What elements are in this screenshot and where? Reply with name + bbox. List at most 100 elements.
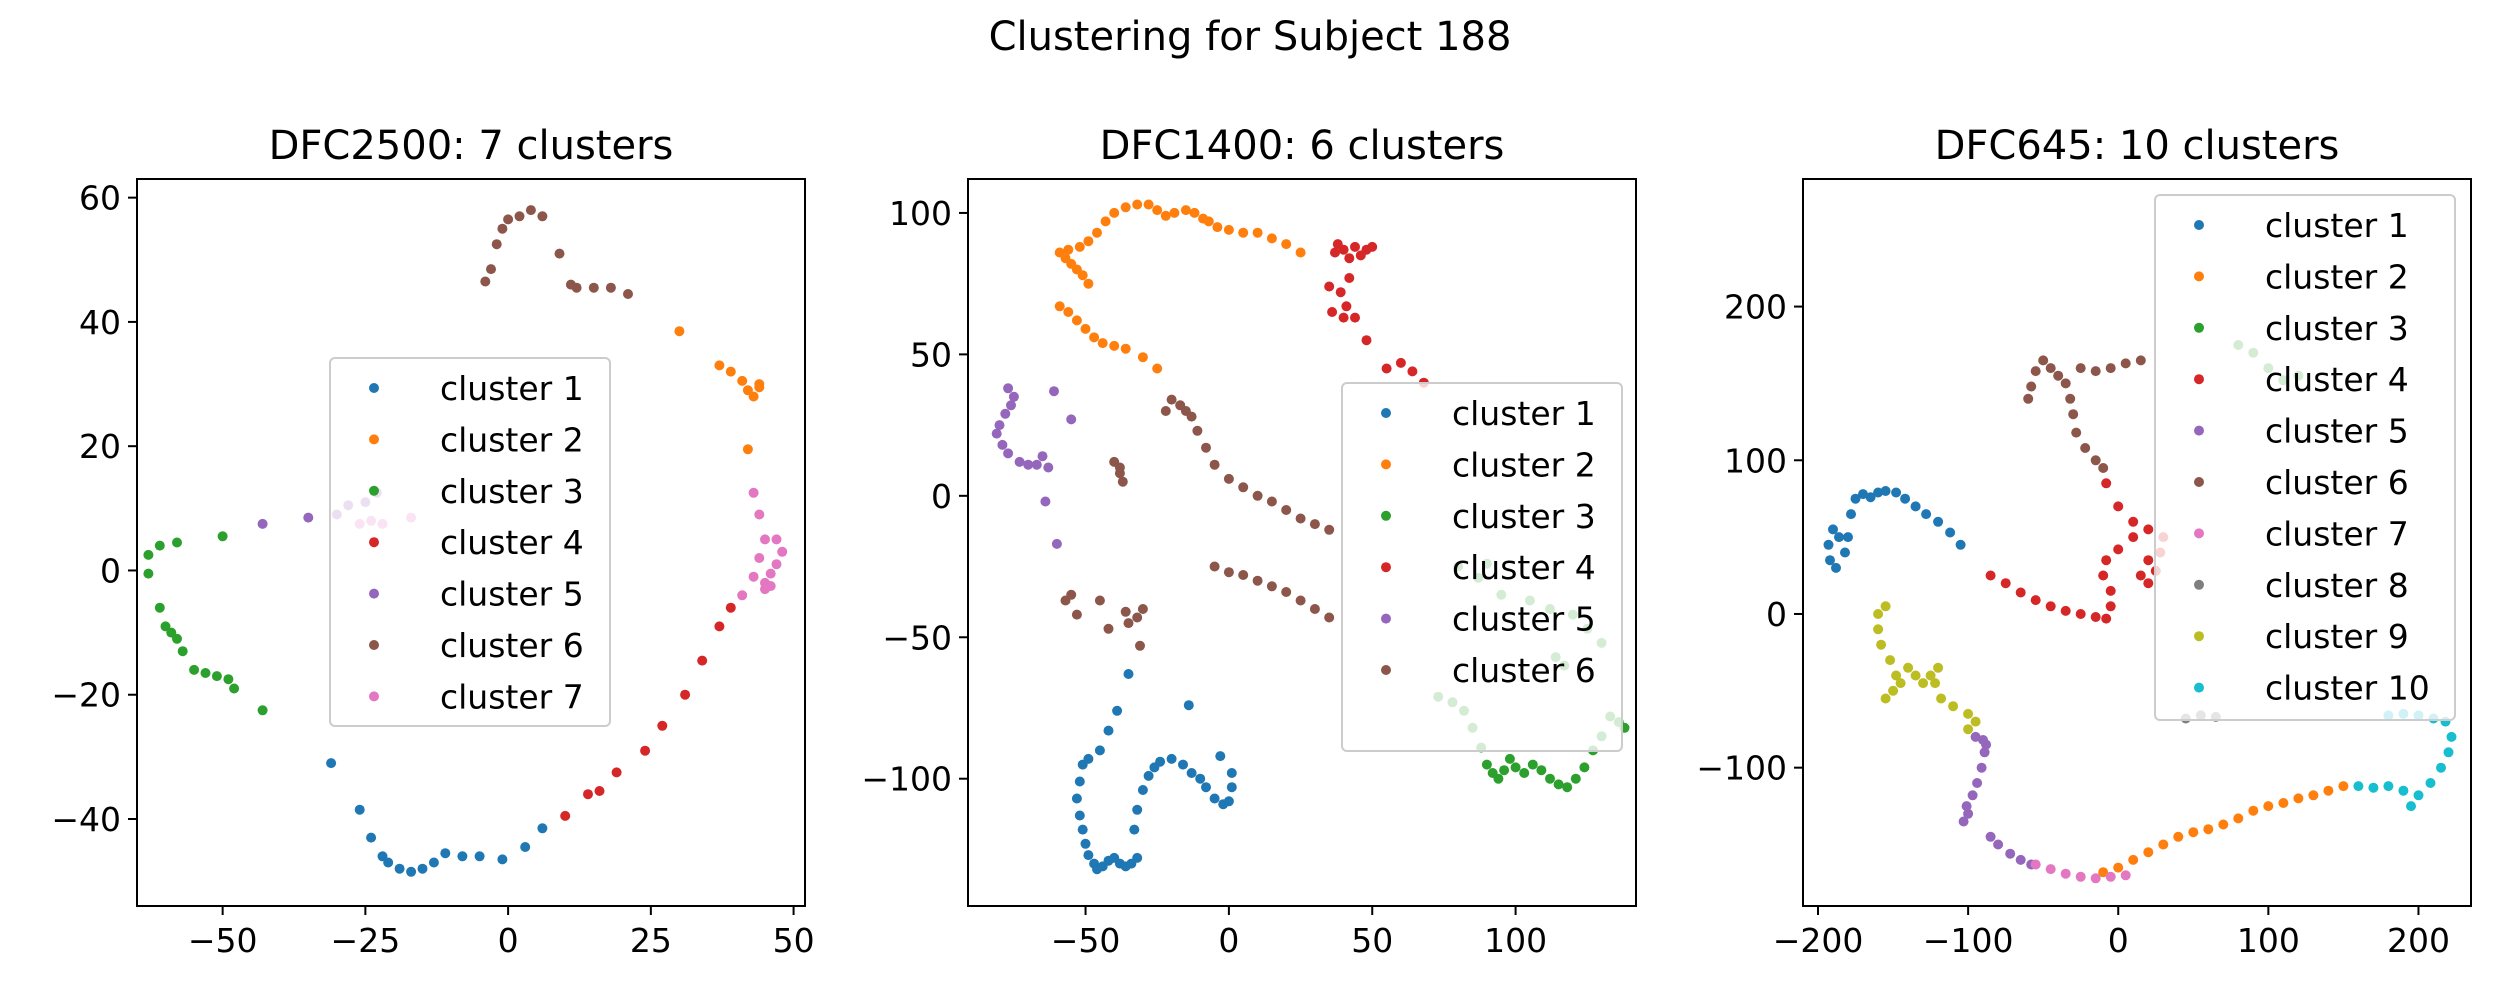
legend-box — [329, 357, 611, 727]
data-point — [354, 804, 365, 815]
data-point — [1071, 315, 1082, 326]
data-point — [1209, 459, 1220, 470]
data-point — [1963, 708, 1974, 719]
data-point — [1825, 555, 1835, 566]
data-point — [1979, 747, 1990, 758]
data-point — [2425, 778, 2436, 788]
data-point — [2030, 859, 2041, 870]
data-point — [2308, 790, 2319, 801]
data-point — [571, 282, 582, 293]
data-point — [303, 512, 314, 523]
series-1 — [1071, 669, 1237, 875]
data-point — [1166, 394, 1177, 405]
data-point — [1967, 790, 1978, 801]
data-point — [1189, 207, 1200, 218]
data-point — [406, 866, 417, 877]
data-point — [1936, 693, 1947, 704]
data-point — [680, 689, 691, 700]
data-point — [1295, 595, 1306, 606]
x-tick-label: −50 — [1051, 921, 1121, 960]
legend-marker — [2194, 477, 2204, 487]
data-point — [1395, 357, 1406, 368]
data-point — [154, 540, 165, 551]
data-point — [2090, 455, 2101, 466]
y-tick-label: 40 — [79, 303, 121, 342]
data-point — [1407, 366, 1418, 377]
data-point — [2068, 409, 2079, 420]
data-point — [588, 282, 599, 293]
data-point — [2045, 864, 2056, 875]
data-point — [560, 810, 571, 821]
x-tick-label: −200 — [1773, 921, 1864, 960]
data-point — [2090, 366, 2101, 377]
data-point — [1895, 678, 1906, 689]
data-point — [2413, 790, 2424, 801]
data-point — [1958, 816, 1969, 827]
data-point — [1192, 425, 1203, 436]
y-tick-label: −100 — [1696, 749, 1787, 788]
data-point — [1252, 575, 1263, 586]
data-point — [2075, 609, 2086, 619]
data-point — [2120, 870, 2131, 881]
data-point — [2000, 578, 2011, 589]
data-point — [1873, 487, 1884, 498]
data-point — [1858, 489, 1868, 500]
data-point — [2101, 613, 2112, 624]
data-point — [2443, 747, 2454, 758]
data-point — [1324, 281, 1335, 292]
data-point — [1080, 838, 1091, 849]
data-point — [714, 360, 725, 371]
data-point — [1910, 501, 1921, 512]
data-point — [1049, 386, 1059, 397]
legend-entry: cluster 3 — [1452, 497, 1596, 536]
data-point — [2353, 781, 2364, 792]
legend-marker — [1381, 613, 1391, 624]
data-point — [1143, 199, 1154, 210]
series-4 — [1985, 478, 2169, 624]
data-point — [2098, 867, 2109, 878]
data-point — [217, 531, 228, 542]
data-point — [1840, 547, 1850, 558]
legend-entry: cluster 9 — [2265, 617, 2409, 656]
data-point — [1120, 202, 1131, 213]
data-point — [1123, 618, 1134, 629]
y-tick-label: 100 — [1724, 441, 1787, 480]
data-point — [1080, 323, 1091, 334]
y-tick-label: 0 — [931, 477, 952, 516]
data-point — [1100, 216, 1111, 227]
x-tick-label: −100 — [1923, 921, 2014, 960]
data-point — [2023, 393, 2034, 404]
data-point — [1519, 768, 1530, 778]
data-point — [1137, 352, 1148, 363]
data-point — [674, 326, 685, 337]
data-point — [1281, 239, 1292, 250]
legend-entry: cluster 6 — [1452, 651, 1596, 690]
points-layer — [1823, 340, 2457, 884]
data-point — [491, 239, 502, 250]
data-point — [1338, 312, 1349, 323]
legend-marker — [2194, 528, 2204, 539]
data-point — [2278, 798, 2289, 808]
x-tick-label: 50 — [1351, 921, 1393, 960]
series-4 — [1324, 239, 1429, 388]
legend-entry: cluster 10 — [2265, 669, 2430, 708]
legend-entry: cluster 3 — [2265, 309, 2409, 348]
data-point — [1553, 779, 1564, 790]
series-3 — [143, 531, 268, 716]
data-point — [1186, 768, 1197, 778]
data-point — [1978, 735, 1989, 745]
series-6 — [480, 205, 633, 299]
data-point — [1212, 222, 1223, 233]
data-point — [1880, 486, 1891, 496]
data-point — [737, 590, 748, 601]
legend-entry: cluster 5 — [1452, 600, 1596, 639]
series-2 — [2098, 781, 2349, 878]
data-point — [1834, 532, 1844, 543]
data-point — [1828, 524, 1838, 535]
x-tick-label: 200 — [2387, 921, 2450, 960]
data-point — [1536, 765, 1547, 776]
data-point — [189, 664, 200, 675]
data-point — [1338, 244, 1349, 255]
data-point — [537, 823, 548, 834]
data-point — [1252, 490, 1263, 501]
